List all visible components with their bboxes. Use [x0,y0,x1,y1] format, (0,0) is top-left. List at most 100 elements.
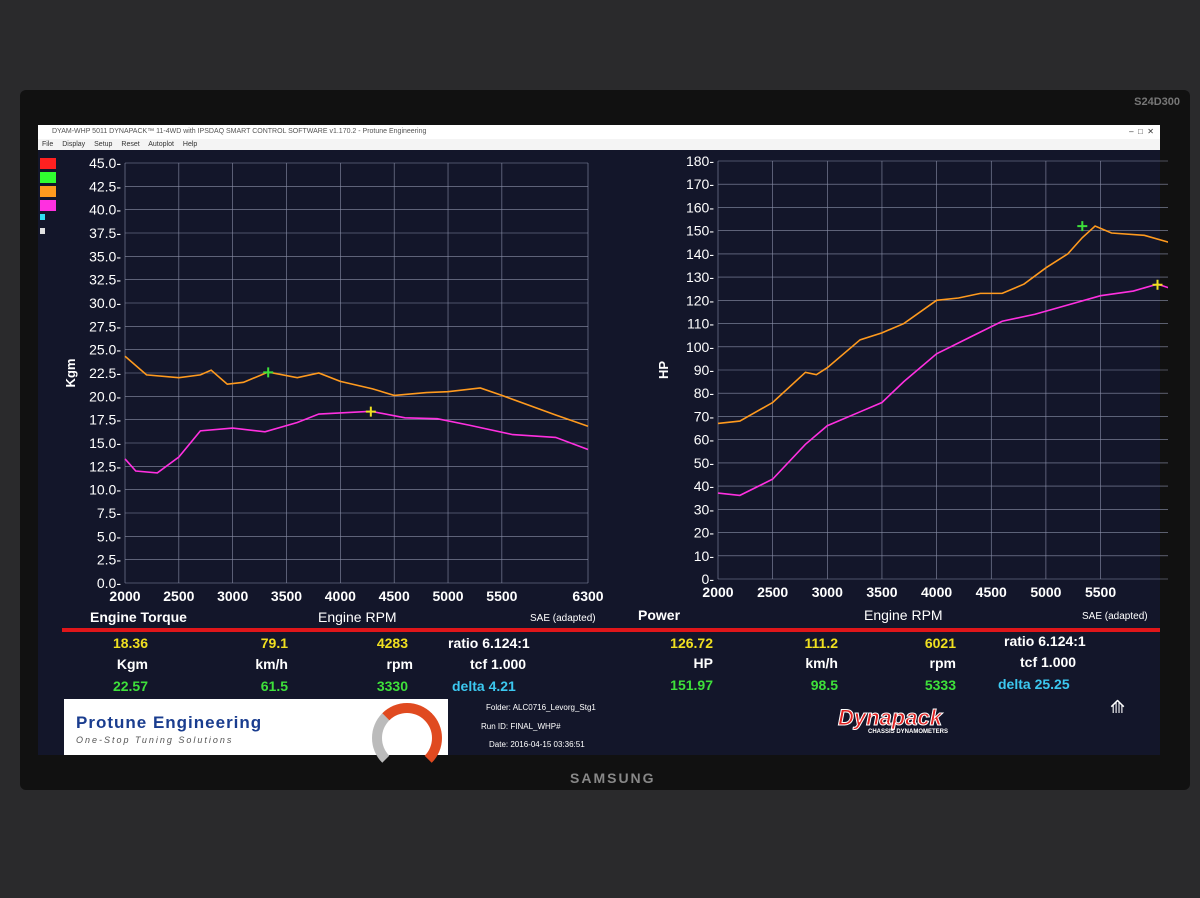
y-tick-label: 10- [694,548,715,564]
torque-chart-title: Engine Torque [90,609,187,625]
y-tick-label: 30- [694,501,715,517]
protune-tagline: One-Stop Tuning Solutions [76,735,234,745]
y-tick-label: 25.0- [89,342,121,358]
y-tick-label: 20.0- [89,388,121,404]
menu-setup[interactable]: Setup [94,141,113,148]
unit-label: km/h [805,655,838,671]
unit-label: HP [693,655,713,671]
y-tick-label: 7.5- [97,505,121,521]
peak-power-value: 151.97 [670,677,713,693]
dynapack-logo-text: Dynapack [838,705,943,731]
y-tick-label: 180- [686,155,714,169]
y-tick-label: 32.5- [89,272,121,288]
power-chart-title: Power [638,607,681,623]
x-tick-label: 4000 [921,584,952,600]
tcf-label: tcf [470,656,488,672]
y-tick-label: 15.0- [89,435,121,451]
power-chart: 0- 10- 20- 30- 40- 50- 60- 70- 80- 90- 100- 110- 120… [656,155,1168,600]
run-swatch[interactable] [40,200,56,211]
menu-display[interactable]: Display [62,141,86,148]
y-tick-label: 80- [694,385,715,401]
run-swatch[interactable] [40,158,56,169]
peak-marker [365,406,376,417]
delta-value: 25.25 [1034,676,1070,692]
gauge-graphic [372,703,442,773]
y-tick-label: 12.5- [89,458,121,474]
y-tick-label: 40- [694,478,715,494]
torque-xlabel: Engine RPM [318,609,397,625]
y-tick-label: 27.5- [89,318,121,334]
y-tick-label: 37.5- [89,225,121,241]
run-swatch[interactable] [40,186,56,197]
delta-label: delta [998,676,1031,692]
y-tick-label: 0- [702,571,715,587]
x-tick-label: 3000 [217,588,248,604]
y-tick-label: 60- [694,432,715,448]
window-controls[interactable]: – □ ✕ [1129,127,1154,136]
unit-label: Kgm [116,656,148,672]
run-swatch[interactable] [40,228,45,234]
title-bar: DYAM-WHP 5011 DYNAPACK™ 11-4WD with IPSD… [38,125,1160,139]
y-tick-label: 17.5- [89,412,121,428]
x-tick-label: 2500 [163,588,194,604]
x-tick-label: 5000 [432,588,463,604]
torque-note: SAE (adapted) [530,613,596,624]
monitor-model: S24D300 [1134,96,1180,108]
torque-value: 18.36 [112,635,148,651]
series-line-0 [124,355,589,427]
x-tick-label: 5500 [1085,584,1116,600]
autoscale-icon[interactable]: ⟰ [1110,697,1126,717]
torque-chart: 0.0- 2.5- 5.0- 7.5- 10.0- 12.5- 15.0- 17.5- 20.0… [63,155,604,604]
dyno-app-window: DYAM-WHP 5011 DYNAPACK™ 11-4WD with IPSD… [38,125,1168,773]
delta-value: 4.21 [488,678,516,694]
menu-help[interactable]: Help [182,141,198,148]
run-swatch[interactable] [40,172,56,183]
tcf-value: 1.000 [1041,654,1077,670]
y-tick-label: 45.0- [89,155,121,171]
rpm-value: 4283 [376,635,408,651]
runid-label: Run ID: [481,722,509,731]
y-tick-label: 50- [694,455,715,471]
y-tick-label: 100- [686,339,714,355]
tcf-value: 1.000 [491,656,527,672]
unit-label: km/h [255,656,288,672]
y-tick-label: 160- [686,199,714,215]
x-tick-label: 3500 [271,588,302,604]
peak-speed-value: 61.5 [260,678,288,694]
peak-speed-value: 98.5 [810,677,838,693]
x-tick-label: 2000 [702,584,733,600]
x-tick-label: 4500 [379,588,410,604]
speed-value: 111.2 [804,635,839,651]
y-axis-label: Kgm [63,359,78,388]
x-tick-label: 3000 [812,584,843,600]
y-tick-label: 150- [686,223,714,239]
folder-label: Folder: [486,703,511,712]
menu-reset[interactable]: Reset [121,141,140,148]
y-tick-label: 140- [686,246,714,262]
power-value: 126.72 [670,635,713,651]
peak-rpm-value: 5333 [924,677,956,693]
y-tick-label: 35.0- [89,248,121,264]
y-tick-label: 42.5- [89,178,121,194]
x-tick-label: 3500 [866,584,897,600]
folder-value: ALC0716_Levorg_Stg1 [512,703,596,712]
unit-label: rpm [386,656,413,672]
delta-label: delta [452,678,485,694]
y-tick-label: 2.5- [97,552,121,568]
divider [62,628,1160,632]
peak-torque-value: 22.57 [112,678,148,694]
protune-logo-text: Protune Engineering [76,713,263,732]
speed-value: 79.1 [260,635,288,651]
series-line-1 [124,410,589,474]
menu-file[interactable]: File [42,141,54,148]
y-tick-label: 5.0- [97,528,121,544]
ratio-value: 6.124:1 [1038,633,1086,649]
rpm-value: 6021 [924,635,956,651]
unit-label: rpm [929,655,956,671]
menu-autoplot[interactable]: Autoplot [148,141,174,148]
ratio-label: ratio [1004,633,1035,649]
y-tick-label: 90- [694,362,715,378]
x-tick-label: 6300 [572,588,603,604]
x-tick-label: 4500 [976,584,1007,600]
run-swatch[interactable] [40,214,45,220]
